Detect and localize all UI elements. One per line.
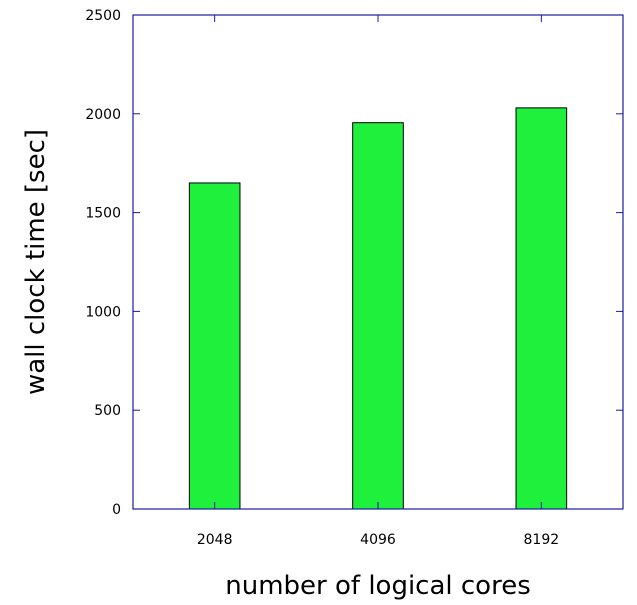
bar-2048	[188, 182, 241, 510]
x-tick-labels: 2048 4096 8192	[197, 532, 559, 548]
x-tick-label-4096: 4096	[360, 532, 396, 548]
y-tick-labels: 0 500 1000 1500 2000 2500	[85, 8, 121, 518]
y-tick-label-500: 500	[94, 403, 121, 419]
x-tick-label-2048: 2048	[197, 532, 233, 548]
bars	[188, 107, 568, 510]
y-tick-label-1000: 1000	[85, 304, 121, 320]
y-tick-label-1500: 1500	[85, 206, 121, 222]
y-tick-label-2000: 2000	[85, 107, 121, 123]
y-axis-title: wall clock time [sec]	[21, 129, 51, 395]
y-tick-label-2500: 2500	[85, 8, 121, 24]
x-tick-label-8192: 8192	[524, 532, 560, 548]
y-tick-label-0: 0	[112, 502, 121, 518]
bar-4096	[352, 122, 404, 510]
plot-frame	[132, 14, 624, 510]
bar-8192	[515, 107, 568, 510]
x-axis-title: number of logical cores	[225, 571, 531, 601]
